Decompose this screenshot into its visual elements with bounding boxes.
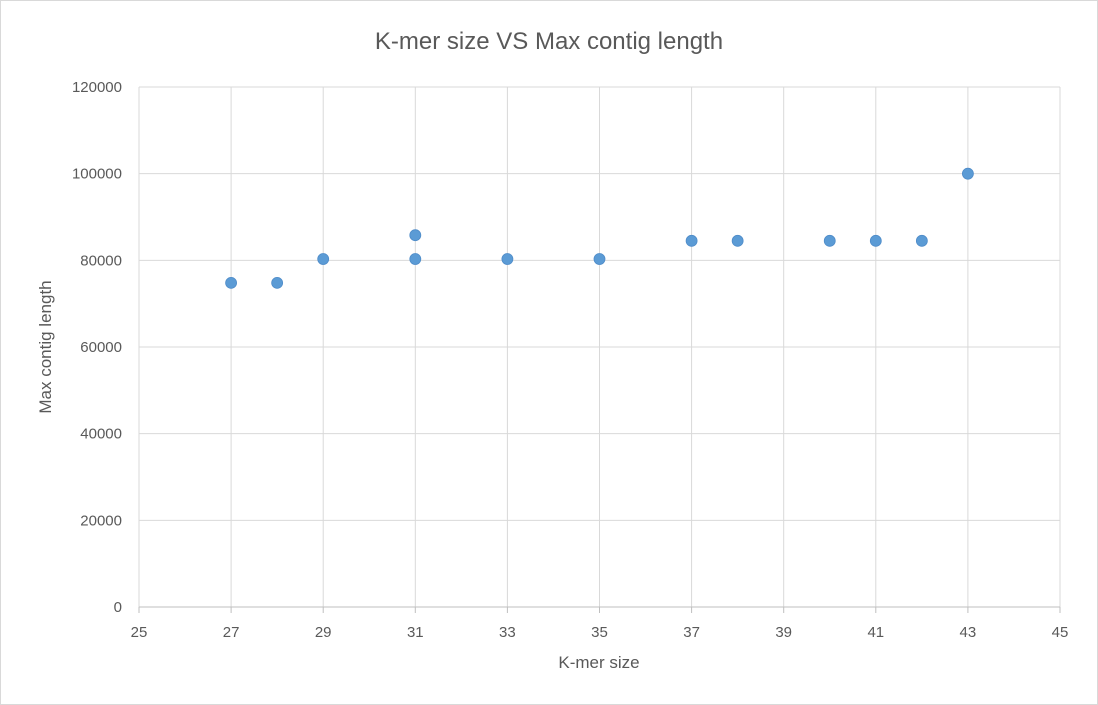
- gridlines: [138, 86, 1061, 607]
- data-point: [915, 234, 928, 247]
- y-tick-label: 120000: [72, 79, 122, 96]
- data-point: [685, 234, 698, 247]
- y-tick-label: 100000: [72, 166, 122, 183]
- data-point: [317, 253, 330, 265]
- y-tick-label: 20000: [80, 512, 122, 529]
- x-tick-label: 29: [315, 624, 332, 641]
- x-tick-label: 35: [591, 624, 608, 641]
- chart-title: K-mer size VS Max contig length: [375, 28, 723, 55]
- data-points: [225, 167, 974, 289]
- data-point: [869, 234, 882, 247]
- y-tick-label: 40000: [80, 426, 122, 443]
- data-point: [823, 234, 836, 247]
- y-axis-title: Max contig length: [36, 280, 55, 413]
- x-tick-label: 33: [499, 624, 516, 641]
- x-tick-label: 39: [775, 624, 792, 641]
- x-axis-tick-labels: 25 27 29 31 33 35 37 39 41 43 45: [131, 624, 1069, 641]
- data-point: [501, 253, 514, 265]
- data-point: [731, 234, 744, 247]
- data-point: [593, 253, 606, 265]
- x-tick-label: 25: [131, 624, 148, 641]
- y-tick-label: 80000: [80, 252, 122, 269]
- data-point: [225, 276, 238, 289]
- axes: [138, 606, 1061, 613]
- x-tick-label: 31: [407, 624, 424, 641]
- data-point: [271, 276, 284, 289]
- y-axis-tick-labels: 0 20000 40000 60000 80000 100000 120000: [72, 79, 122, 616]
- x-tick-label: 43: [960, 624, 977, 641]
- y-tick-label: 60000: [80, 339, 122, 356]
- data-point: [962, 167, 974, 180]
- data-point: [409, 253, 422, 265]
- x-axis-title: K-mer size: [558, 653, 639, 672]
- y-tick-label: 0: [114, 599, 122, 616]
- x-tick-label: 41: [867, 624, 884, 641]
- x-tick-label: 45: [1052, 624, 1069, 641]
- data-point: [409, 229, 422, 242]
- x-tick-label: 37: [683, 624, 700, 641]
- x-tick-label: 27: [223, 624, 240, 641]
